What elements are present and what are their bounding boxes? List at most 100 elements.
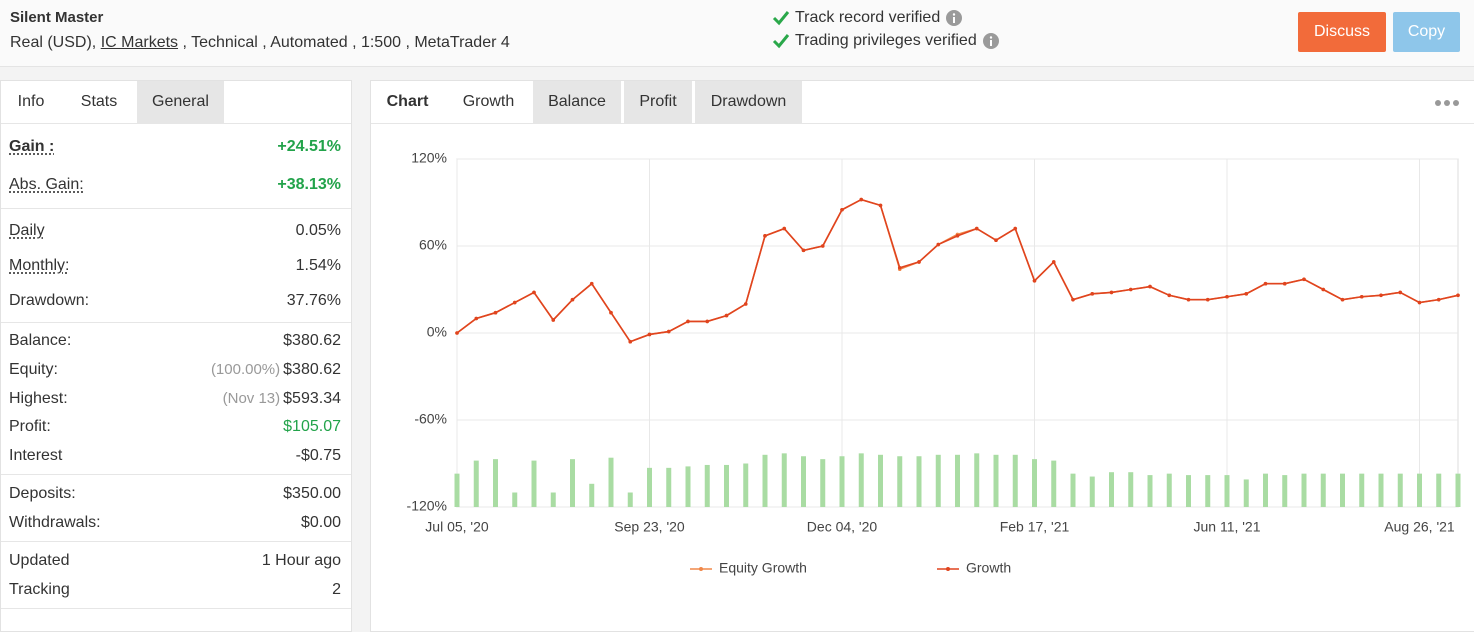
bar [531,460,537,507]
stat-label: Updated [9,551,70,569]
bar [1378,473,1384,507]
point [570,297,575,302]
point [1090,292,1095,296]
tab[interactable]: Stats [64,81,134,123]
point [551,318,556,322]
bar [781,453,787,507]
bar [627,492,633,507]
point [1205,297,1210,302]
stats-row: Profit: $105.07 [1,413,351,442]
stat-note: (Nov 13) [222,389,281,407]
bar [647,467,652,507]
stat-value-wrap: (100.00%) $380.62 [211,361,341,379]
x-tick-label: Feb 17, '21 [1000,519,1070,535]
point [1263,281,1268,286]
stat-label[interactable]: Gain : [9,138,55,155]
point [686,319,690,324]
discuss-button[interactable]: Discuss [1298,12,1386,52]
bar [1051,460,1057,507]
info-icon[interactable] [945,9,963,27]
bar [1282,475,1288,507]
point [1071,297,1075,302]
x-tick-label: Sep 23, '20 [614,519,685,535]
bar [993,454,999,507]
bar [704,464,710,507]
bar [1243,479,1249,507]
point [1244,292,1249,296]
bar [762,454,768,507]
bar [916,456,922,507]
bar [1070,473,1076,507]
tab[interactable]: Info [17,93,45,110]
stat-label: Balance: [9,332,72,350]
broker-link[interactable]: IC Markets [100,34,179,51]
bar [1397,473,1403,507]
point [1456,293,1460,298]
legend-marker [946,567,950,571]
stat-label: Deposits: [9,484,76,502]
stat-value-wrap: $380.62 [283,332,341,350]
stats-group: Deposits: $350.00 Withdrawals: $0.00 [1,475,351,543]
point [609,310,613,315]
check-icon [772,11,790,26]
tab[interactable]: Chart [386,93,429,110]
point [820,244,825,248]
stat-label[interactable]: Monthly: [9,256,70,274]
info-icon[interactable] [982,32,1000,50]
account-type: Real (USD), [10,34,101,51]
point [743,302,748,306]
point [647,332,652,337]
chart-tabs: Chart Growth Balance Profit Drawdown [371,81,1474,124]
bar [1301,473,1307,507]
bar [974,453,980,507]
tab[interactable]: Profit [624,81,692,123]
stats-row: Abs. Gain: +38.13% [1,166,351,204]
point [994,238,998,242]
point [878,203,883,208]
bar [550,492,556,507]
stat-value-wrap: 37.76% [287,292,341,310]
header: Silent Master Real (USD), IC Markets , T… [0,0,1474,67]
point [1379,293,1383,298]
point [1013,226,1018,231]
stat-label[interactable]: Abs. Gain: [9,176,84,193]
point [1148,284,1152,289]
bar [724,464,729,507]
point [859,197,864,202]
bar [1012,454,1018,507]
bar [839,456,845,507]
point [589,281,594,286]
tab[interactable]: Growth [447,81,530,123]
stats-row: Daily 0.05% [1,213,351,248]
stats-row: Withdrawals: $0.00 [1,508,351,537]
more-menu[interactable] [1433,98,1463,108]
stat-label[interactable]: Daily [9,221,45,239]
y-tick-label: 0% [427,324,447,340]
tab[interactable]: Drawdown [695,81,802,123]
point [1359,294,1364,299]
bar [454,473,460,507]
stat-value: 1.54% [295,256,341,274]
point [782,226,787,231]
point [840,207,844,212]
point [512,300,517,305]
point [724,313,729,318]
point [1051,260,1056,264]
stat-value: $380.62 [283,361,341,379]
stat-value-wrap: 1.54% [296,257,341,275]
stat-note: (100.00%) [210,361,281,379]
copy-button[interactable]: Copy [1393,12,1460,52]
tab[interactable]: General [137,81,224,123]
tab[interactable]: Balance [533,81,621,123]
bar [1320,473,1326,507]
point [974,226,979,231]
point [936,242,941,247]
point [493,310,498,315]
point [1225,294,1229,299]
verified-item: Trading privileges verified [772,32,1000,50]
bar [685,466,691,507]
point [1417,300,1422,305]
x-tick-label: Aug 26, '21 [1384,519,1455,535]
bar [1436,473,1442,507]
